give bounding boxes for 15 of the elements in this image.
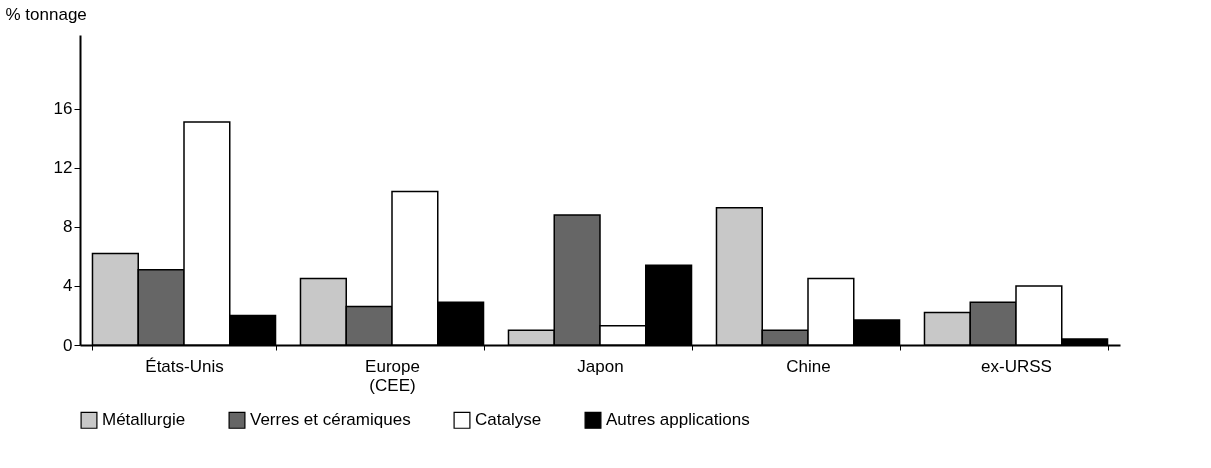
y-axis-title: % tonnage	[5, 4, 87, 24]
y-tick-label: 8	[63, 217, 73, 237]
legend-label: Métallurgie	[102, 410, 186, 430]
y-tick-label: 12	[53, 158, 73, 178]
x-tick-label: Japon	[577, 356, 624, 376]
x-tick-label: Chine	[786, 356, 831, 376]
x-tick-label: États-Unis	[145, 356, 224, 376]
legend-label: Catalyse	[475, 410, 542, 430]
y-tick-label: 0	[63, 335, 73, 355]
x-tick-label: Europe (CEE)	[365, 356, 420, 395]
x-tick-label: ex-URSS	[981, 356, 1052, 376]
y-tick-label: 16	[53, 99, 73, 119]
legend-label: Autres applications	[606, 410, 750, 430]
legend-label: Verres et céramiques	[250, 410, 411, 430]
y-tick-label: 4	[63, 276, 73, 296]
